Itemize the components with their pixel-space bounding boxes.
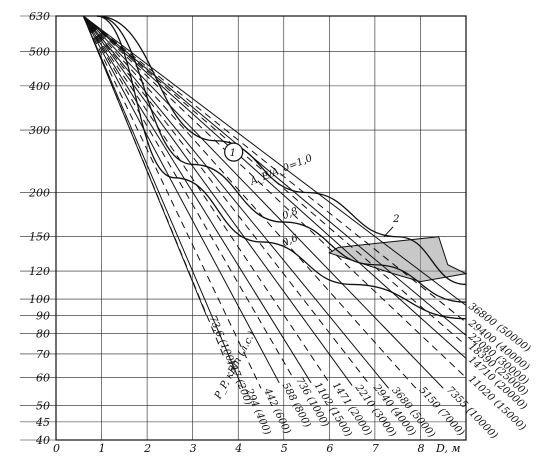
power-line-2 xyxy=(82,15,244,389)
y-tick-label: 80 xyxy=(36,327,50,340)
x-tick-label: 3 xyxy=(190,442,197,455)
annotation-circle xyxy=(224,142,244,162)
y-tick-label: 500 xyxy=(29,46,50,59)
power-line-1 xyxy=(82,15,226,359)
power-line-14 xyxy=(82,15,467,359)
y-tick-label: 200 xyxy=(28,186,50,199)
x-tick-label: 1 xyxy=(99,442,106,455)
y-tick-label: 60 xyxy=(36,372,50,385)
y-tick-label: 40 xyxy=(35,434,50,447)
y-tick-label: 70 xyxy=(36,348,50,361)
ratio-curve-0 xyxy=(96,15,467,286)
y-tick-label: 90 xyxy=(36,309,50,322)
plot-frame xyxy=(55,15,467,441)
power-line-7 xyxy=(82,15,330,384)
power-line-6 xyxy=(82,15,312,384)
power-line-16 xyxy=(83,15,467,336)
x-tick-label: 2 xyxy=(143,442,151,455)
power-line-4 xyxy=(82,15,280,384)
annotation-label: 2 xyxy=(392,214,399,225)
y-tick-label: 300 xyxy=(29,124,50,137)
y-tick-label: 45 xyxy=(35,416,50,429)
power-line-8 xyxy=(82,15,353,386)
y-tick-label: 400 xyxy=(28,80,50,93)
y-tick-label: 630 xyxy=(29,10,50,23)
y-tick-label: 150 xyxy=(29,231,50,244)
x-tick-label: 6 xyxy=(326,442,333,455)
x-axis-label: D, м xyxy=(435,442,461,455)
x-tick-label: 7 xyxy=(372,442,379,455)
power-line-13 xyxy=(82,15,467,379)
annotation-label: 1 xyxy=(230,148,236,159)
power-line-5 xyxy=(82,15,294,378)
power-line-3 xyxy=(82,15,262,389)
ratio-curve-2 xyxy=(96,15,467,320)
chart-series xyxy=(82,15,468,389)
ratio-curve-1 xyxy=(96,15,467,303)
power-line-18 xyxy=(83,15,467,306)
y-tick-label: 120 xyxy=(29,265,50,278)
y-tick-label: 50 xyxy=(36,400,50,413)
x-tick-label: 4 xyxy=(234,442,242,455)
power-line-10 xyxy=(82,15,389,389)
x-tick-label: 0 xyxy=(53,442,60,455)
power-line-12 xyxy=(82,15,444,389)
chart-labels: 0 1 2 3 4 5 6 7 86305004003002001501201009080706… xyxy=(28,10,532,455)
y-tick-label: 100 xyxy=(29,293,50,306)
x-tick-label: 8 xyxy=(417,442,424,455)
x-tick-label: 5 xyxy=(281,442,288,455)
zone-2-area xyxy=(328,236,468,283)
annotation-leader xyxy=(383,226,394,238)
